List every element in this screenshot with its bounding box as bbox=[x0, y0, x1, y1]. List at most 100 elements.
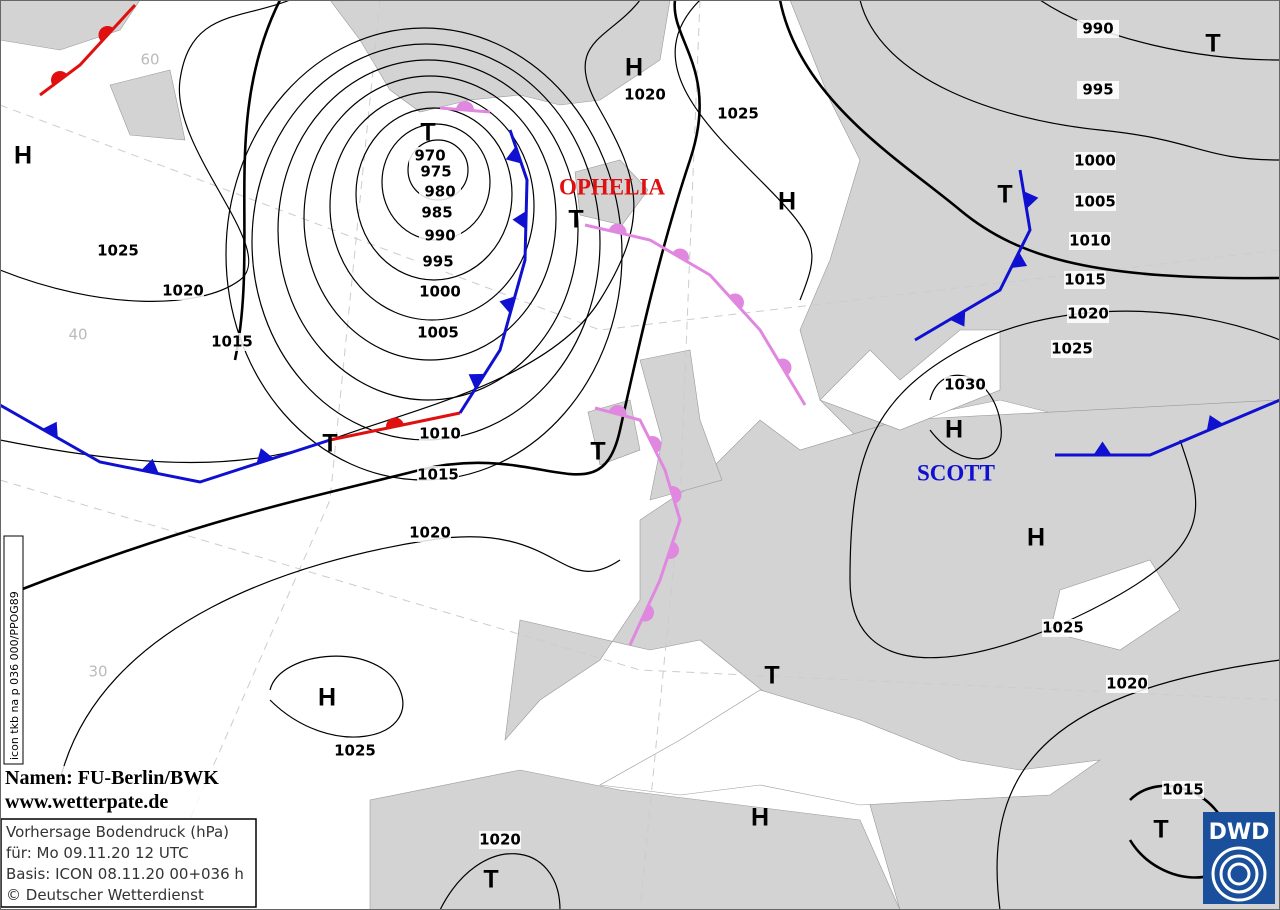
logo-swirl bbox=[1227, 862, 1251, 886]
isobar-label: 1015 bbox=[211, 333, 253, 351]
pressure-center: T bbox=[322, 430, 337, 458]
isobar-label-bg bbox=[624, 86, 666, 104]
isobar-label: 1020 bbox=[409, 524, 451, 542]
isobar bbox=[778, 0, 1280, 280]
isobar-label-bg bbox=[717, 105, 759, 123]
info-line: © Deutscher Wetterdienst bbox=[6, 886, 204, 904]
front-symbol bbox=[672, 248, 689, 263]
isobar-label: 1015 bbox=[417, 466, 459, 484]
pressure-center: T bbox=[590, 438, 605, 466]
isobar-label: 1015 bbox=[1064, 271, 1106, 289]
isobar-label: 1020 bbox=[479, 831, 521, 849]
isobar-label-bg bbox=[416, 204, 458, 222]
info-line: Vorhersage Bodendruck (hPa) bbox=[6, 823, 229, 841]
pressure-center: H bbox=[14, 142, 32, 170]
isobar-label-bg bbox=[97, 242, 139, 260]
front-symbol bbox=[499, 296, 515, 314]
isobar-label-bg bbox=[211, 333, 253, 351]
front-symbol bbox=[141, 458, 159, 474]
info-line: für: Mo 09.11.20 12 UTC bbox=[6, 844, 189, 862]
isobar-label: 985 bbox=[421, 204, 452, 222]
isobar-label-bg bbox=[417, 324, 459, 342]
isobar-label-bg bbox=[1077, 20, 1119, 38]
isobar-label: 990 bbox=[1082, 20, 1113, 38]
grid-line bbox=[0, 479, 1280, 701]
isobar-label-bg bbox=[419, 227, 461, 245]
sea bbox=[599, 689, 1101, 806]
isobar bbox=[355, 107, 513, 281]
isobar-label-bg bbox=[1069, 232, 1111, 250]
isobar bbox=[1039, 0, 1280, 61]
isobar-label: 1025 bbox=[334, 742, 376, 760]
credit: www.wetterpate.de bbox=[5, 791, 168, 813]
isobar bbox=[859, 0, 1280, 161]
pressure-center: H bbox=[1027, 524, 1045, 552]
land bbox=[369, 769, 901, 910]
front-symbol bbox=[386, 417, 404, 429]
front-symbol bbox=[608, 405, 627, 417]
front-symbol bbox=[1206, 415, 1224, 432]
isobar-label-bg bbox=[415, 163, 457, 181]
pressure-center: T bbox=[1153, 816, 1168, 844]
front-symbol bbox=[1093, 441, 1112, 455]
isobar bbox=[19, 0, 701, 592]
credit: Namen: FU-Berlin/BWK bbox=[5, 767, 219, 789]
isobar-label-bg bbox=[1077, 81, 1119, 99]
isobar bbox=[0, 0, 641, 464]
cold-front bbox=[1055, 398, 1280, 457]
isobar-label: 995 bbox=[422, 253, 453, 271]
isobar-label: 1010 bbox=[1069, 232, 1111, 250]
front-symbol bbox=[728, 293, 744, 310]
isobar-label: 1030 bbox=[944, 376, 986, 394]
front-symbol bbox=[648, 436, 662, 454]
isobar-label: 1000 bbox=[419, 283, 461, 301]
isobar-label: 1025 bbox=[717, 105, 759, 123]
label-layer: 990 995 1000 1005 1010 1015 1020 1025 1030 1025 10… bbox=[0, 20, 1275, 908]
cold-front bbox=[0, 403, 331, 484]
isobar-label-bg bbox=[479, 831, 521, 849]
isobar-label-bg bbox=[409, 147, 451, 165]
front-symbol bbox=[505, 146, 522, 164]
front-symbol bbox=[641, 604, 655, 622]
isobar-label: 990 bbox=[424, 227, 455, 245]
front-symbol bbox=[949, 310, 966, 327]
isobar bbox=[303, 75, 557, 361]
logo-swirl bbox=[1211, 846, 1267, 902]
isobar-label-bg bbox=[417, 466, 459, 484]
system-name: SCOTT bbox=[917, 460, 995, 485]
front-symbol bbox=[608, 223, 627, 235]
front-symbol bbox=[1010, 251, 1028, 269]
warm-front bbox=[584, 223, 807, 406]
isobar bbox=[59, 536, 621, 781]
grid-label: 60 bbox=[140, 51, 159, 69]
product-code: icon tkb na p 036 000/PPOG89 bbox=[8, 591, 21, 760]
logo-box bbox=[1203, 812, 1275, 904]
system-name: OPHELIA bbox=[559, 174, 665, 199]
isobar-label: 1020 bbox=[162, 282, 204, 300]
isobar bbox=[0, 0, 291, 302]
info-box bbox=[0, 818, 257, 908]
pressure-center: T bbox=[483, 866, 498, 894]
isobar-label-bg bbox=[944, 376, 986, 394]
isobar-label: 995 bbox=[1082, 81, 1113, 99]
front-symbol bbox=[468, 373, 485, 390]
isobar-label-bg bbox=[1051, 340, 1093, 358]
front-symbol bbox=[456, 101, 474, 111]
isobar-label: 1025 bbox=[1042, 619, 1084, 637]
credits-bg bbox=[0, 766, 275, 816]
isobar bbox=[439, 853, 561, 910]
isobar-label: 1020 bbox=[1106, 675, 1148, 693]
isobar bbox=[277, 59, 579, 401]
land bbox=[109, 69, 186, 141]
isobar bbox=[329, 91, 535, 321]
isobar bbox=[849, 310, 1280, 659]
cold-front bbox=[458, 129, 529, 414]
front-symbol bbox=[669, 486, 682, 504]
pressure-center: T bbox=[764, 662, 779, 690]
grid-label: 40 bbox=[68, 326, 87, 344]
pressure-center: T bbox=[568, 206, 583, 234]
pressure-center: H bbox=[318, 684, 336, 712]
isobar-label: 975 bbox=[420, 163, 451, 181]
